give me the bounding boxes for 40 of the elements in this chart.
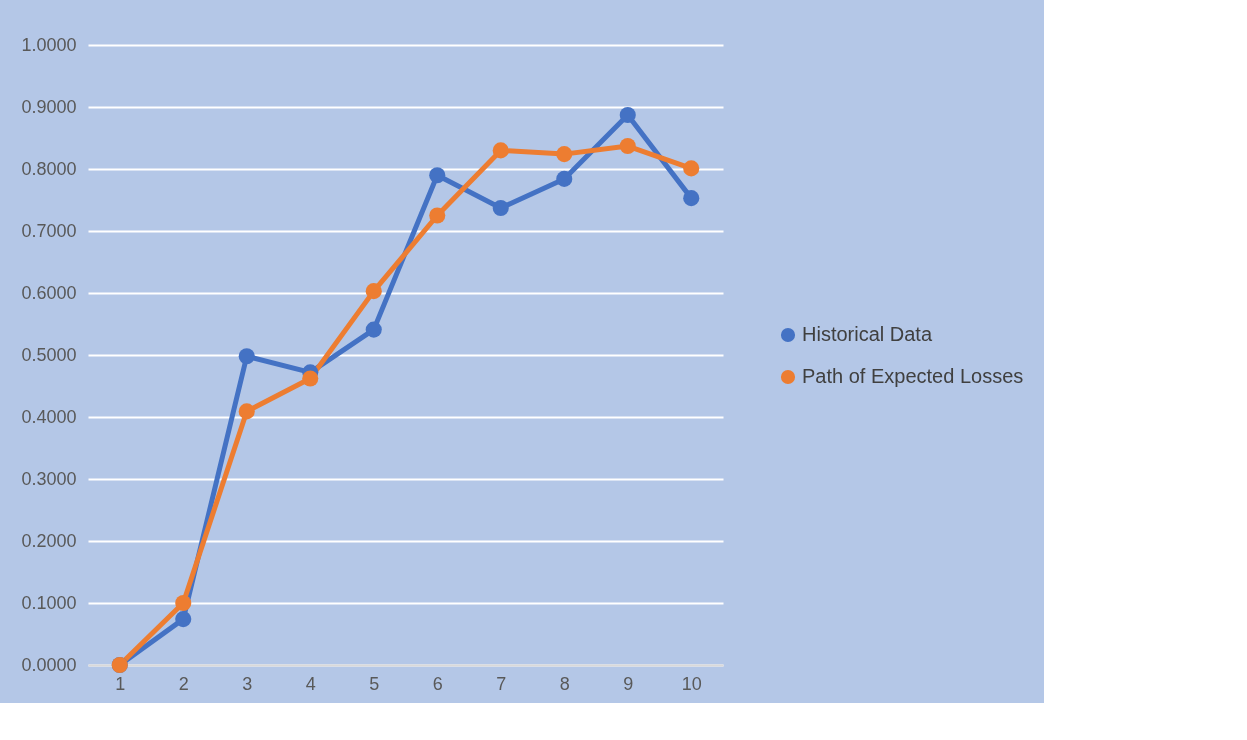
point (175, 594, 192, 612)
point (556, 146, 573, 163)
point (492, 200, 509, 217)
x-tick-label: 3 (242, 673, 253, 694)
point (492, 142, 509, 159)
y-tick-label: 0.6000 (21, 282, 77, 303)
x-tick-label: 9 (623, 673, 634, 694)
y-tick-label: 0.5000 (21, 344, 77, 365)
legend-label: Path of Expected Losses (802, 365, 1024, 387)
y-tick-label: 0.7000 (21, 220, 77, 241)
x-tick-label: 10 (681, 673, 702, 694)
x-tick-label: 2 (178, 673, 189, 694)
y-tick-label: 0.3000 (21, 468, 77, 489)
point (683, 190, 700, 207)
point (429, 167, 446, 184)
x-tick-label: 1 (115, 673, 126, 694)
x-tick-label: 6 (432, 673, 443, 694)
point (619, 107, 636, 124)
y-tick-label: 1.0000 (21, 34, 77, 55)
x-tick-label: 8 (559, 673, 570, 694)
legend-label: Historical Data (802, 323, 933, 345)
y-tick-label: 0.4000 (21, 406, 77, 427)
x-tick-label: 4 (305, 673, 316, 694)
y-tick-label: 0.1000 (21, 592, 77, 613)
y-tick-label: 0.0000 (21, 654, 77, 675)
x-tick-label: 7 (496, 673, 507, 694)
point (238, 403, 255, 420)
point (683, 160, 700, 177)
point (238, 348, 255, 365)
point (429, 207, 446, 224)
point (175, 611, 192, 628)
y-tick-label: 0.8000 (21, 158, 77, 179)
point (302, 370, 319, 387)
point (365, 283, 382, 300)
x-tick-label: 5 (369, 673, 380, 694)
y-tick-label: 0.9000 (21, 96, 77, 117)
y-tick-label: 0.2000 (21, 530, 77, 551)
point (619, 138, 636, 155)
point (556, 170, 573, 187)
point (365, 321, 382, 338)
